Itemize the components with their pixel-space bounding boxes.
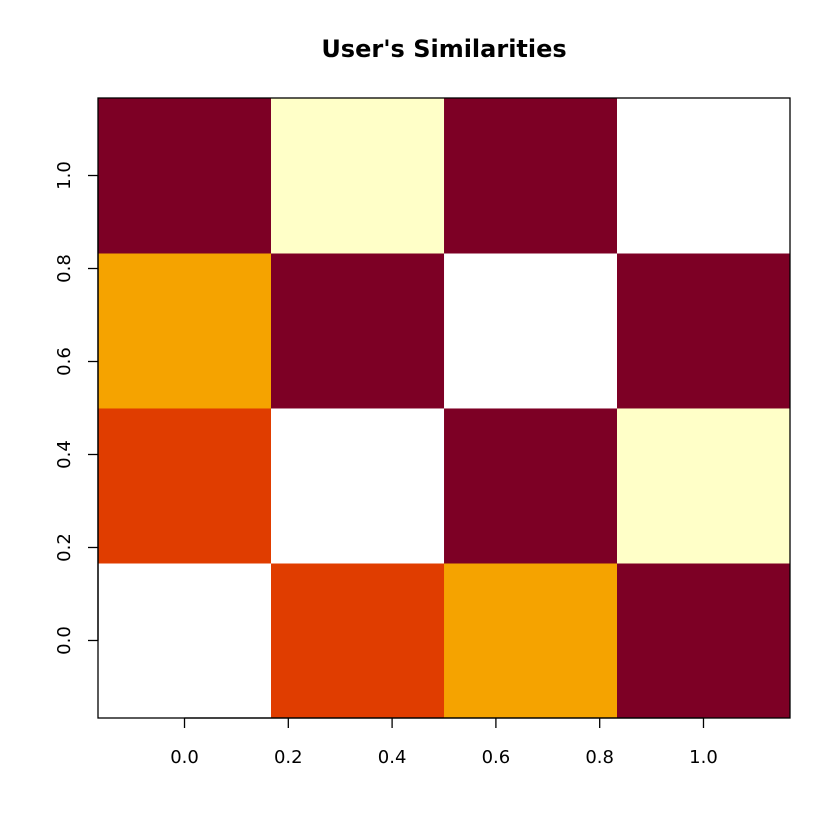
x-tick-label: 0.6 xyxy=(482,747,511,768)
heatmap-cell-1-0 xyxy=(271,563,445,719)
heatmap-cell-2-1 xyxy=(444,408,618,564)
heatmap-cell-2-0 xyxy=(444,563,618,719)
heatmap-cell-0-3 xyxy=(98,98,272,254)
y-tick-label: 0.8 xyxy=(54,254,75,283)
heatmap-cell-3-3 xyxy=(617,98,791,254)
chart-title: User's Similarities xyxy=(321,35,566,63)
heatmap-cell-0-1 xyxy=(98,408,272,564)
heatmap-cell-3-2 xyxy=(617,253,791,409)
heatmap-cell-3-1 xyxy=(617,408,791,564)
y-tick-label: 0.4 xyxy=(54,440,75,469)
y-tick-label: 0.6 xyxy=(54,347,75,376)
x-tick-label: 0.4 xyxy=(378,747,407,768)
y-tick-label: 1.0 xyxy=(54,161,75,190)
x-tick-label: 1.0 xyxy=(689,747,718,768)
heatmap-cell-1-2 xyxy=(271,253,445,409)
x-tick-label: 0.2 xyxy=(274,747,303,768)
heatmap-cell-2-3 xyxy=(444,98,618,254)
heatmap-cells xyxy=(98,98,791,719)
x-axis: 0.0 0.2 0.4 0.6 0.8 1.0 xyxy=(170,717,718,768)
heatmap-cell-0-0 xyxy=(98,563,272,719)
heatmap-cell-1-1 xyxy=(271,408,445,564)
x-tick-label: 0.8 xyxy=(585,747,614,768)
heatmap-cell-3-0 xyxy=(617,563,791,719)
y-tick-label: 0.2 xyxy=(54,533,75,562)
y-axis: 0.0 0.2 0.4 0.6 0.8 1.0 xyxy=(54,161,99,655)
y-tick-label: 0.0 xyxy=(54,626,75,655)
heatmap-cell-2-2 xyxy=(444,253,618,409)
x-tick-label: 0.0 xyxy=(170,747,199,768)
heatmap-cell-1-3 xyxy=(271,98,445,254)
heatmap-cell-0-2 xyxy=(98,253,272,409)
